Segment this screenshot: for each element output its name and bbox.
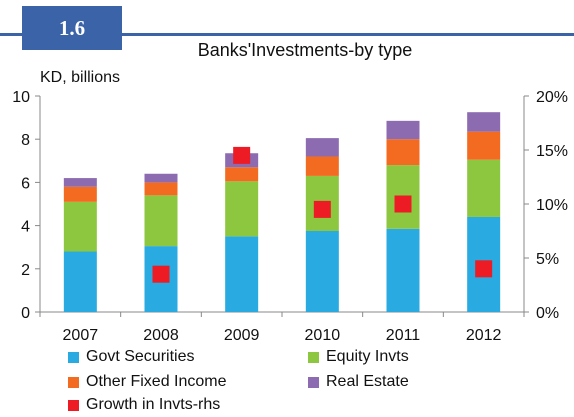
legend-item-equity-invts: Equity Invts bbox=[308, 348, 409, 366]
x-tick-label: 2008 bbox=[143, 327, 179, 344]
y2-tick-label: 20% bbox=[536, 89, 568, 106]
bar-equity-invts-2008 bbox=[144, 195, 178, 247]
bar-other-fixed-income-2010 bbox=[305, 156, 339, 176]
bar-real-estate-2007 bbox=[63, 178, 97, 187]
x-tick-label: 2007 bbox=[63, 327, 99, 344]
growth-marker-2009 bbox=[233, 146, 251, 164]
y-tick-label: 2 bbox=[21, 262, 30, 279]
y2-tick-label: 15% bbox=[536, 143, 568, 160]
bar-equity-invts-2012 bbox=[467, 159, 501, 217]
legend-swatch-other-fixed-income bbox=[68, 376, 79, 388]
bar-other-fixed-income-2011 bbox=[386, 139, 420, 166]
y2-tick-label: 10% bbox=[536, 197, 568, 214]
x-tick-label: 2011 bbox=[386, 327, 421, 344]
y-axis-label: KD, billions bbox=[40, 69, 120, 86]
growth-marker-2008 bbox=[152, 265, 170, 283]
legend-label-govt-securities: Govt Securities bbox=[86, 348, 195, 365]
y2-tick-label: 5% bbox=[536, 251, 559, 268]
bar-govt-securities-2011 bbox=[386, 228, 420, 312]
legend-item-other-fixed-income: Other Fixed Income bbox=[68, 373, 227, 391]
bar-other-fixed-income-2012 bbox=[467, 131, 501, 160]
legend-swatch-real-estate bbox=[308, 376, 319, 388]
legend-label-other-fixed-income: Other Fixed Income bbox=[86, 373, 227, 390]
y-tick-label: 8 bbox=[21, 132, 30, 149]
legend-swatch-equity-invts bbox=[308, 351, 319, 363]
chart-title: Banks'Investments-by type bbox=[197, 40, 413, 60]
bar-real-estate-2010 bbox=[305, 138, 339, 157]
chart-number-badge: 1.6 bbox=[22, 6, 122, 50]
legend-swatch-growth bbox=[68, 399, 79, 411]
y-tick-label: 6 bbox=[21, 175, 30, 192]
bar-real-estate-2008 bbox=[144, 173, 178, 183]
legend-label-real-estate: Real Estate bbox=[326, 373, 409, 390]
y2-tick-label: 0% bbox=[536, 305, 559, 322]
bar-govt-securities-2010 bbox=[305, 231, 339, 312]
y-tick-label: 0 bbox=[21, 305, 30, 322]
header-rule bbox=[0, 33, 574, 36]
x-tick-label: 2012 bbox=[466, 327, 502, 344]
legend-label-equity-invts: Equity Invts bbox=[326, 348, 409, 365]
x-tick-label: 2010 bbox=[305, 327, 341, 344]
bar-other-fixed-income-2007 bbox=[63, 186, 97, 202]
x-tick-label: 2009 bbox=[224, 327, 260, 344]
bar-other-fixed-income-2008 bbox=[144, 182, 178, 196]
legend-swatch-govt-securities bbox=[68, 351, 79, 363]
bar-real-estate-2011 bbox=[386, 120, 420, 140]
growth-marker-2012 bbox=[475, 260, 493, 278]
bar-other-fixed-income-2009 bbox=[225, 167, 259, 182]
y-tick-label: 10 bbox=[12, 89, 30, 106]
bar-govt-securities-2007 bbox=[63, 251, 97, 312]
growth-marker-2011 bbox=[394, 195, 412, 213]
bar-real-estate-2012 bbox=[467, 112, 501, 132]
bar-equity-invts-2009 bbox=[225, 181, 259, 237]
growth-marker-2010 bbox=[313, 200, 331, 218]
legend-label-growth: Growth in Invts-rhs bbox=[86, 396, 221, 413]
legend-item-real-estate: Real Estate bbox=[308, 373, 409, 391]
bar-govt-securities-2009 bbox=[225, 236, 259, 312]
y-tick-label: 4 bbox=[21, 219, 30, 236]
bar-equity-invts-2007 bbox=[63, 201, 97, 252]
legend-item-growth: Growth in Invts-rhs bbox=[68, 396, 220, 414]
legend-item-govt-securities: Govt Securities bbox=[68, 348, 194, 366]
